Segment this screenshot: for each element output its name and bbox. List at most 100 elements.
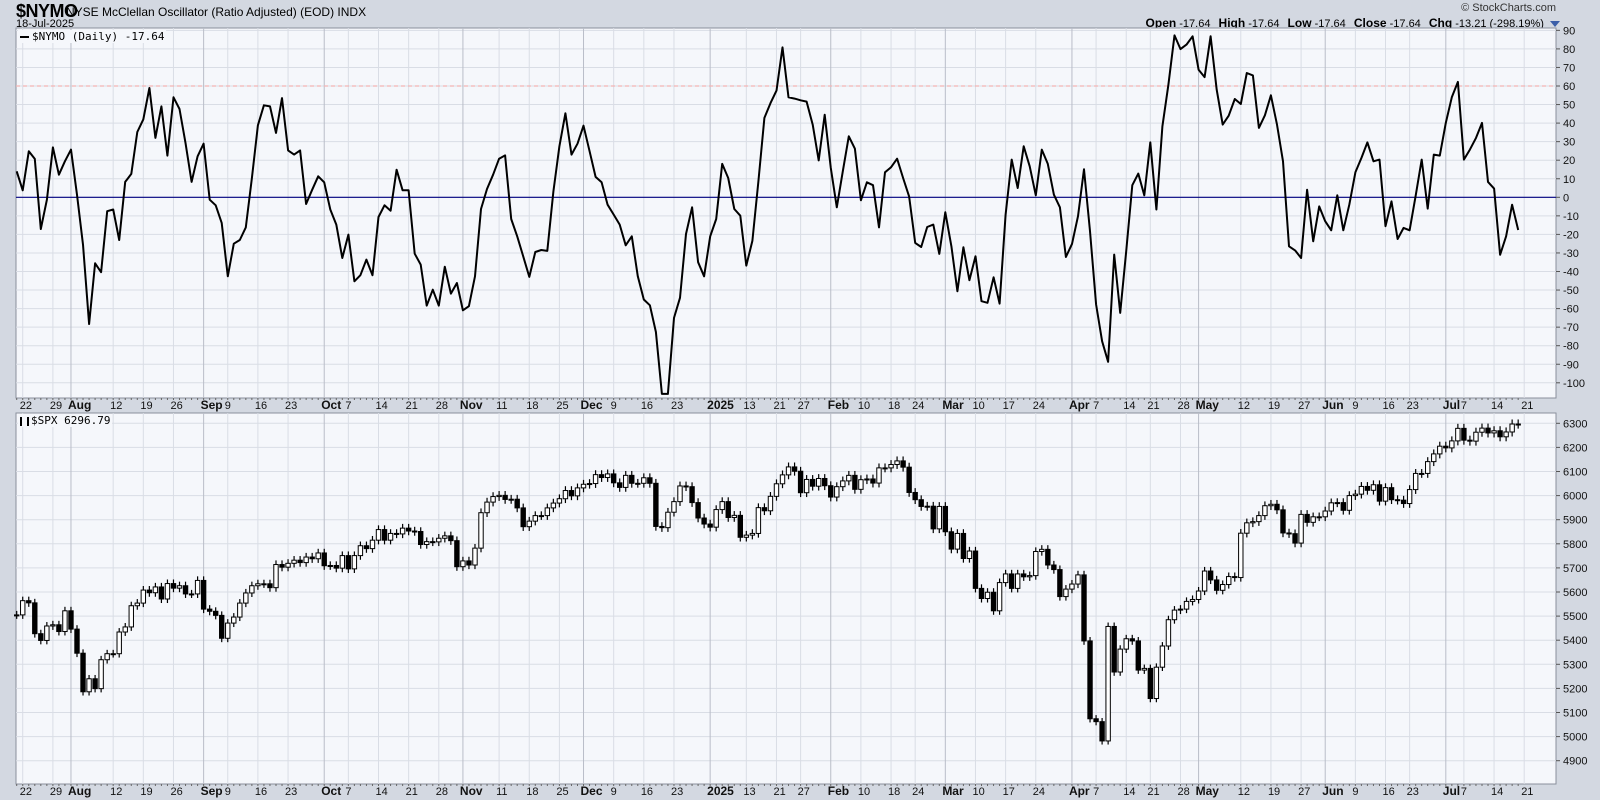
candlestick-icon: [20, 416, 29, 426]
candle: [1027, 571, 1033, 581]
candle-body: [1093, 718, 1099, 723]
x-tick-label: 23: [1407, 400, 1419, 412]
candle: [556, 494, 563, 508]
x-tick-label: 24: [1033, 786, 1045, 798]
candle: [381, 525, 388, 545]
candle: [1232, 572, 1238, 582]
candle-body: [966, 550, 973, 560]
x-tick-label: 9: [225, 786, 231, 798]
candle-body: [604, 473, 611, 479]
candle: [888, 460, 894, 473]
x-tick-label: 21: [406, 400, 418, 412]
x-tick-label: 21: [1147, 400, 1159, 412]
candle-body: [659, 525, 665, 529]
candle: [906, 462, 912, 497]
x-tick-label: 12: [1238, 400, 1250, 412]
candle: [62, 606, 68, 636]
y-tick-label: 5000: [1563, 732, 1587, 744]
candle: [1201, 566, 1208, 596]
candle: [1153, 663, 1160, 703]
y-tick-label: -70: [1563, 322, 1579, 334]
candle-body: [1117, 648, 1123, 673]
candle-body: [424, 541, 430, 546]
candle-body: [586, 483, 593, 486]
x-tick-label: 23: [285, 400, 297, 412]
candle: [1461, 423, 1467, 445]
candle: [399, 523, 406, 539]
candle-body: [496, 494, 502, 498]
x-tick-label: 11: [496, 400, 507, 412]
nymo-legend: $NYMO (Daily) -17.64: [18, 30, 167, 43]
candle: [592, 470, 599, 488]
candle-body: [948, 531, 955, 550]
candle: [1117, 645, 1123, 676]
x-tick-label: 24: [1033, 400, 1045, 412]
candle-body: [255, 583, 261, 587]
candle-body: [1081, 574, 1087, 642]
candle-body: [858, 479, 864, 490]
candle-body: [592, 474, 599, 485]
candle-body: [38, 633, 44, 641]
candle-body: [92, 678, 98, 690]
x-tick-label: 12: [110, 400, 122, 412]
x-tick-label: 16: [641, 786, 653, 798]
y-tick-label: 0: [1563, 192, 1569, 204]
candle: [496, 491, 502, 501]
candle-body: [846, 474, 852, 482]
candle-body: [1033, 551, 1039, 577]
x-tick-label: 14: [376, 400, 388, 412]
candle-body: [1207, 570, 1214, 581]
candle-body: [1226, 576, 1232, 586]
candle-body: [194, 579, 201, 595]
candle-body: [864, 478, 870, 481]
x-tick-label: 25: [556, 786, 568, 798]
y-tick-label: 6200: [1563, 442, 1587, 454]
candle: [725, 497, 731, 522]
pane-0: [15, 27, 1557, 399]
x-tick-label: 28: [1177, 786, 1189, 798]
x-tick-label: 9: [225, 400, 231, 412]
x-tick-label: Oct: [321, 398, 341, 412]
y-tick-label: 40: [1563, 118, 1575, 130]
candle: [604, 469, 611, 482]
candle-body: [761, 507, 768, 512]
x-tick-label: 27: [1298, 786, 1310, 798]
candle-body: [1425, 461, 1431, 474]
x-tick-label: 9: [611, 400, 617, 412]
candle: [882, 463, 888, 473]
candle-body: [1014, 573, 1021, 589]
y-tick-label: -20: [1563, 229, 1579, 241]
candle: [659, 522, 665, 532]
candle: [1304, 510, 1310, 527]
candle-body: [1406, 489, 1413, 505]
candle-body: [617, 482, 623, 488]
candle: [586, 479, 593, 489]
candle-body: [164, 583, 171, 600]
y-tick-label: -60: [1563, 304, 1579, 316]
y-tick-label: -100: [1563, 378, 1585, 390]
y-tick-label: 90: [1563, 25, 1575, 37]
candle: [369, 535, 376, 553]
candle: [1328, 498, 1334, 516]
candle-body: [200, 579, 207, 610]
candle-body: [1075, 574, 1081, 585]
candle: [1256, 511, 1262, 526]
candle: [1002, 569, 1009, 587]
x-tick-label: 10: [858, 400, 870, 412]
candle: [363, 541, 370, 553]
candle: [532, 511, 538, 526]
candle-body: [562, 490, 569, 500]
x-tick-label: 7: [345, 786, 351, 798]
candle: [755, 503, 762, 538]
candle-body: [68, 610, 74, 630]
candle-body: [1370, 484, 1377, 491]
candle: [707, 519, 713, 532]
candle-body: [514, 498, 520, 509]
candle: [749, 529, 756, 540]
candle-body: [466, 560, 472, 566]
x-tick-label: 21: [1521, 400, 1533, 412]
candle: [930, 501, 936, 534]
chevron-down-icon[interactable]: [1550, 21, 1560, 28]
candle: [80, 649, 86, 696]
x-tick-label: 25: [556, 400, 568, 412]
